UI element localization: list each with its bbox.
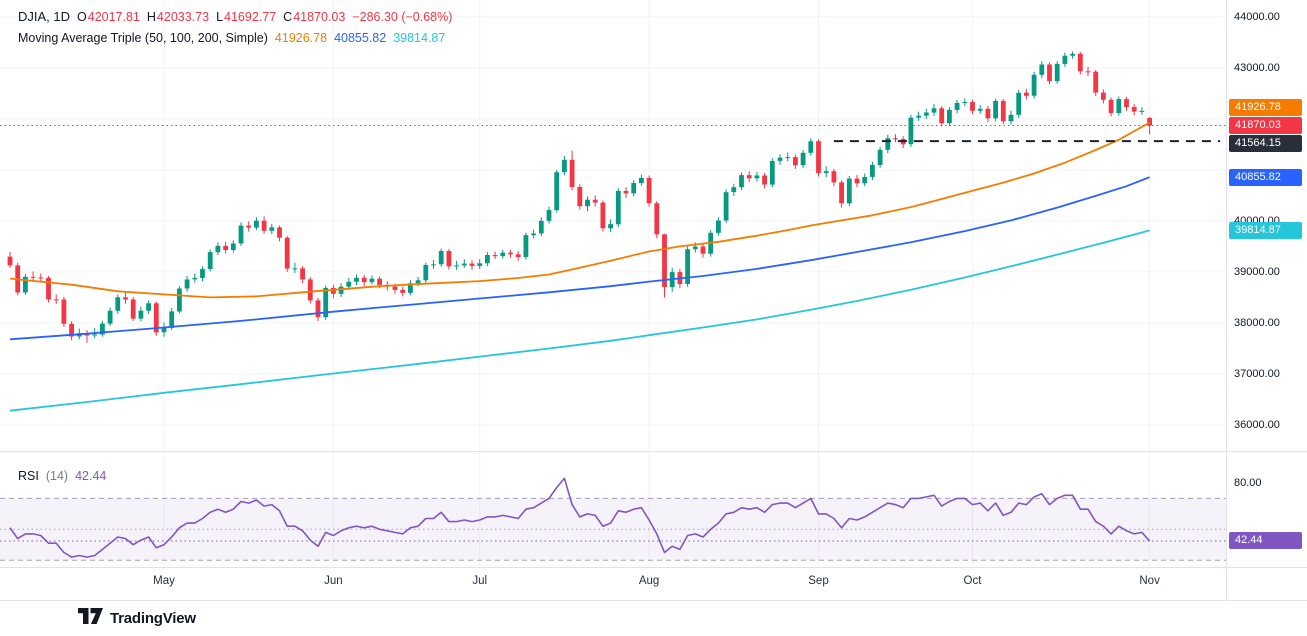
ma200-legend-value: 39814.87 <box>393 31 446 45</box>
price-axis-label: 43000.00 <box>1234 62 1280 74</box>
footer-divider <box>0 600 1307 601</box>
tradingview-link[interactable]: TradingView <box>78 607 196 629</box>
time-axis-divider <box>0 567 1307 568</box>
rsi-indicator-legend-row[interactable]: RSI (14) 42.44 <box>18 469 106 483</box>
ma200-value-badge: 39814.87 <box>1229 222 1302 239</box>
tradingview-brand-text: TradingView <box>110 609 196 627</box>
price-axis-label: 37000.00 <box>1234 368 1280 380</box>
time-axis-label: Jun <box>324 575 343 587</box>
time-scale-axis[interactable]: May Jun Jul Aug Sep Oct Nov <box>0 568 1226 600</box>
time-axis-label: Nov <box>1139 575 1160 587</box>
time-axis-label: Jul <box>472 575 488 587</box>
time-axis-label: Sep <box>808 575 829 587</box>
ma100-legend-value: 40855.82 <box>334 31 387 45</box>
ma-indicator-title: Moving Average Triple (50, 100, 200, Sim… <box>18 31 268 45</box>
ohlc-high: H42033.73 <box>146 9 210 24</box>
change-value: −286.30 (−0.68%) <box>352 9 453 24</box>
ma-indicator-legend-row[interactable]: Moving Average Triple (50, 100, 200, Sim… <box>18 31 445 45</box>
price-axis-label: 44000.00 <box>1234 11 1280 23</box>
time-axis-label: Aug <box>638 575 660 587</box>
price-scale-axis[interactable]: 44000.00 43000.00 40000.00 39000.00 38000.00… <box>1226 0 1307 600</box>
ma50-value-badge: 41926.78 <box>1229 99 1302 116</box>
price-pane-chart[interactable] <box>0 0 1226 451</box>
ohlc-close: C41870.03 <box>283 9 346 24</box>
price-axis-label: 39000.00 <box>1234 266 1280 278</box>
price-axis-label: 36000.00 <box>1234 419 1280 431</box>
rsi-legend-value: 42.44 <box>75 469 107 483</box>
ohlc-low: L41692.77 <box>216 9 277 24</box>
pane-divider[interactable] <box>0 451 1307 452</box>
symbol-legend-row[interactable]: DJIA, 1D O42017.81 H42033.73 L41692.77 C… <box>18 9 452 24</box>
rsi-value-badge: 42.44 <box>1229 532 1302 549</box>
level-line-badge: 41564.15 <box>1229 135 1302 152</box>
symbol-title[interactable]: DJIA, 1D <box>18 9 71 24</box>
tradingview-logo-icon <box>78 607 103 629</box>
ma50-legend-value: 41926.78 <box>274 31 328 45</box>
rsi-axis-label: 80.00 <box>1234 477 1262 489</box>
last-price-badge: 41870.03 <box>1229 117 1302 134</box>
time-axis-label: Oct <box>963 575 982 587</box>
rsi-pane-chart[interactable] <box>0 452 1226 567</box>
rsi-indicator-title: RSI <box>18 469 39 483</box>
ohlc-open: O42017.81 <box>77 9 140 24</box>
ma100-value-badge: 40855.82 <box>1229 169 1302 186</box>
price-axis-label: 38000.00 <box>1234 317 1280 329</box>
time-axis-label: May <box>153 575 175 587</box>
rsi-indicator-params: (14) <box>45 469 69 483</box>
